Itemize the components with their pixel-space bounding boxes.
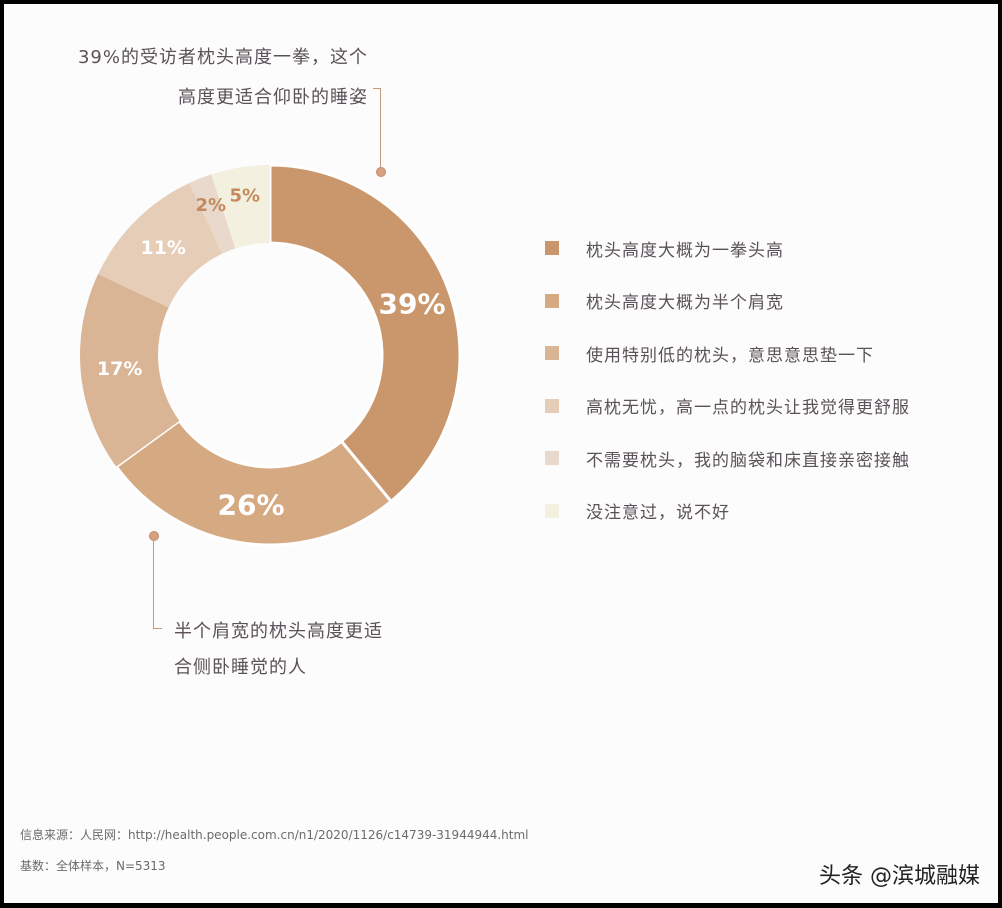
annotation-top-line2: 高度更适合仰卧的睡姿 [178,87,368,108]
annotation-top-leader [373,88,381,171]
legend-swatch [545,241,559,256]
annotation-top-line1: 39%的受访者枕头高度一拳，这个 [77,47,368,68]
donut-segment [211,165,270,249]
annotation-bottom-line1: 半个肩宽的枕头高度更适 [174,621,383,642]
legend-label: 枕头高度大概为半个肩宽 [586,293,784,314]
legend-label: 使用特别低的枕头，意思意思垫一下 [586,345,874,366]
donut-segment [114,418,394,547]
annotation-bottom-line2: 合侧卧睡觉的人 [174,657,307,678]
annotation-bottom-leader [153,540,162,629]
legend-item: 枕头高度大概为半个肩宽 [545,275,910,328]
segment-label: 2% [195,195,226,216]
segment-label: 39% [379,287,446,320]
legend-item: 枕头高度大概为一拳头高 [545,222,910,275]
legend-swatch [545,398,559,413]
segment-label: 11% [140,237,185,259]
segment-label: 17% [97,358,142,380]
annotation-top: 39%的受访者枕头高度一拳，这个 高度更适合仰卧的睡姿 [48,38,368,118]
annotation-bottom: 半个肩宽的枕头高度更适 合侧卧睡觉的人 [174,614,434,686]
segment-label: 5% [230,185,261,206]
legend-swatch [545,346,559,361]
source-note: 信息来源：人民网：http://health.people.com.cn/n1/… [20,828,529,842]
donut-segment [80,274,180,467]
donut-segment [268,163,462,504]
watermark: 头条 @滨城融媒 [819,864,980,889]
legend: 枕头高度大概为一拳头高 枕头高度大概为半个肩宽 使用特别低的枕头，意思意思垫一下… [545,222,910,537]
base-note: 基数：全体样本，N=5313 [20,859,166,873]
annotation-top-dot [376,167,386,177]
legend-label: 没注意过，说不好 [586,503,730,524]
legend-item: 没注意过，说不好 [545,485,910,538]
legend-item: 不需要枕头，我的脑袋和床直接亲密接触 [545,432,910,485]
donut-segment [189,174,236,254]
legend-label: 高枕无忧，高一点的枕头让我觉得更舒服 [586,398,910,419]
donut-segment [98,183,223,308]
legend-label: 枕头高度大概为一拳头高 [586,240,784,261]
legend-swatch [545,503,559,518]
legend-swatch [545,451,559,466]
annotation-bottom-dot [149,531,159,541]
segment-label: 26% [218,488,285,521]
legend-swatch [545,293,559,308]
legend-label: 不需要枕头，我的脑袋和床直接亲密接触 [586,450,910,471]
legend-item: 高枕无忧，高一点的枕头让我觉得更舒服 [545,380,910,433]
legend-item: 使用特别低的枕头，意思意思垫一下 [545,327,910,380]
